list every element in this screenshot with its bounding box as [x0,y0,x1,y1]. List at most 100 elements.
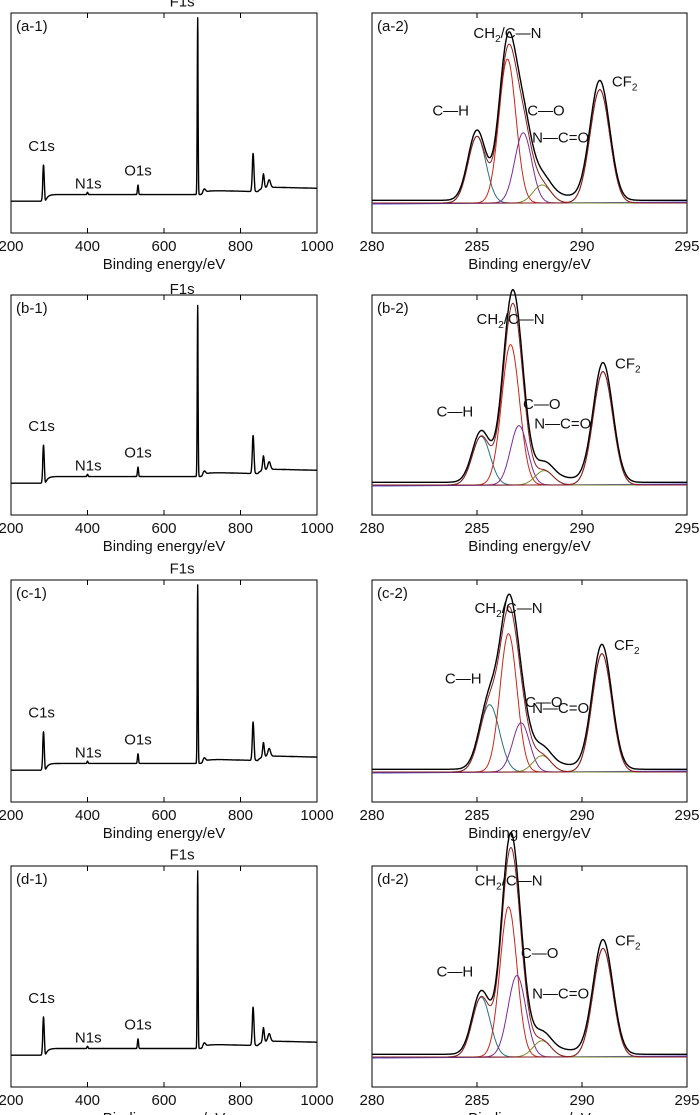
x-tick-label: 295 [674,520,699,537]
o1s-peak-label: O1s [124,731,152,748]
x-tick-label: 1000 [300,520,333,537]
panel-label: (d-1) [16,871,48,888]
x-axis-label: Binding energy/eV [468,256,591,273]
x-tick-label: 200 [0,1092,24,1109]
survey-spectrum [10,304,318,484]
plot-frame [371,294,688,516]
x-tick-label: 800 [228,807,253,824]
co-peak-label: C—O [523,396,561,413]
f1s-peak-label: F1s [170,0,195,10]
x-tick-label: 285 [464,238,489,255]
c1s-peak-label: C1s [28,418,55,435]
component-curve [372,906,687,1058]
x-axis-label: Binding energy/eV [103,256,226,273]
ch2-cn-peak-label: CH2/C—N [474,600,542,620]
x-tick-label: 290 [569,520,594,537]
ch2-cn-peak-label: CH2/C—N [477,311,545,331]
component-curve [372,435,687,486]
ch2-cn-peak-label: CH2/C—N [474,873,542,893]
x-tick-label: 280 [359,1092,384,1109]
x-tick-label: 200 [0,520,24,537]
cf2-peak-label: CF2 [615,932,641,952]
panel-c-1: 200 400 600 800 1000 Binding energy/eV (c-1) C1… [0,560,334,842]
x-tick-label: 200 [0,807,24,824]
measured-spectrum [371,832,688,1056]
x-tick-label: 200 [0,238,24,255]
cf2-peak-label: CF2 [615,355,641,375]
x-axis-label: Binding energy/eV [468,825,591,842]
x-tick-label: 295 [674,807,699,824]
panel-label: (a-1) [16,18,48,35]
ch-peak-label: C—H [432,102,469,119]
survey-spectrum [10,17,318,202]
ncco-peak-label: N—C=O [532,985,589,1002]
n1s-peak-label: N1s [75,458,102,475]
x-axis-label: Binding energy/eV [468,1110,591,1115]
x-tick-label: 280 [359,520,384,537]
x-axis-label: Binding energy/eV [468,538,591,555]
x-tick-label: 290 [569,238,594,255]
x-tick-label: 285 [464,1092,489,1109]
measured-spectrum [371,31,688,202]
panel-label: (b-2) [377,300,409,317]
ch-peak-label: C—H [445,671,482,688]
component-curve [372,653,687,773]
co-peak-label: C—O [527,103,565,120]
n1s-peak-label: N1s [75,176,102,193]
fit-envelope [372,302,687,486]
o1s-peak-label: O1s [124,1016,152,1033]
component-curve [372,704,687,773]
x-tick-label: 285 [464,807,489,824]
panel-a-1: 200 400 600 800 1000 Binding energy/eV (a-1) C1… [0,0,334,273]
x-tick-label: 290 [569,807,594,824]
fit-envelope [372,847,687,1058]
x-tick-label: 800 [228,238,253,255]
x-tick-label: 400 [75,807,100,824]
ch-peak-label: C—H [437,964,474,981]
plot-frame [10,865,318,1088]
x-tick-label: 600 [151,238,176,255]
n1s-peak-label: N1s [75,745,102,762]
x-tick-label: 295 [674,238,699,255]
x-tick-label: 400 [75,1092,100,1109]
f1s-peak-label: F1s [170,281,195,298]
panel-b-1: 200 400 600 800 1000 Binding energy/eV (b-1) C1… [0,281,334,555]
c1s-peak-label: C1s [28,138,55,155]
ncco-peak-label: N—C=O [532,130,589,147]
x-tick-label: 400 [75,520,100,537]
ncco-peak-label: N—C=O [532,700,589,717]
x-tick-label: 285 [464,520,489,537]
measured-spectrum [371,288,688,483]
panel-label: (b-1) [16,300,48,317]
x-tick-label: 280 [359,807,384,824]
x-tick-label: 600 [151,1092,176,1109]
plot-frame [371,579,688,803]
ch2-cn-peak-label: CH2/C—N [473,25,541,45]
x-tick-label: 800 [228,1092,253,1109]
fit-envelope [372,43,687,204]
panel-label: (c-2) [377,585,408,602]
ch-peak-label: C—H [437,403,474,420]
x-tick-label: 800 [228,520,253,537]
o1s-peak-label: O1s [124,163,152,180]
c1s-peak-label: C1s [28,705,55,722]
x-tick-label: 1000 [300,807,333,824]
plot-frame [10,294,318,516]
f1s-peak-label: F1s [170,560,195,577]
x-axis-label: Binding energy/eV [103,1110,226,1115]
plot-frame [10,12,318,234]
component-curve [372,132,687,204]
x-tick-label: 295 [674,1092,699,1109]
x-tick-label: 1000 [300,238,333,255]
measured-spectrum [371,593,688,770]
panel-c-2: 280 285 290 295 Binding energy/eV (c-2) C—H CH2… [359,579,700,842]
survey-spectrum [10,870,318,1056]
panel-label: (d-2) [377,871,409,888]
x-tick-label: 290 [569,1092,594,1109]
plot-frame [371,865,688,1088]
panel-a-2: 280 285 290 295 Binding energy/eV (a-2) C—H CH2… [359,12,700,273]
panel-d-1: 200 400 600 800 1000 Binding energy/eV (d-1) C1… [0,846,334,1115]
component-curve [372,135,687,204]
x-tick-label: 1000 [300,1092,333,1109]
